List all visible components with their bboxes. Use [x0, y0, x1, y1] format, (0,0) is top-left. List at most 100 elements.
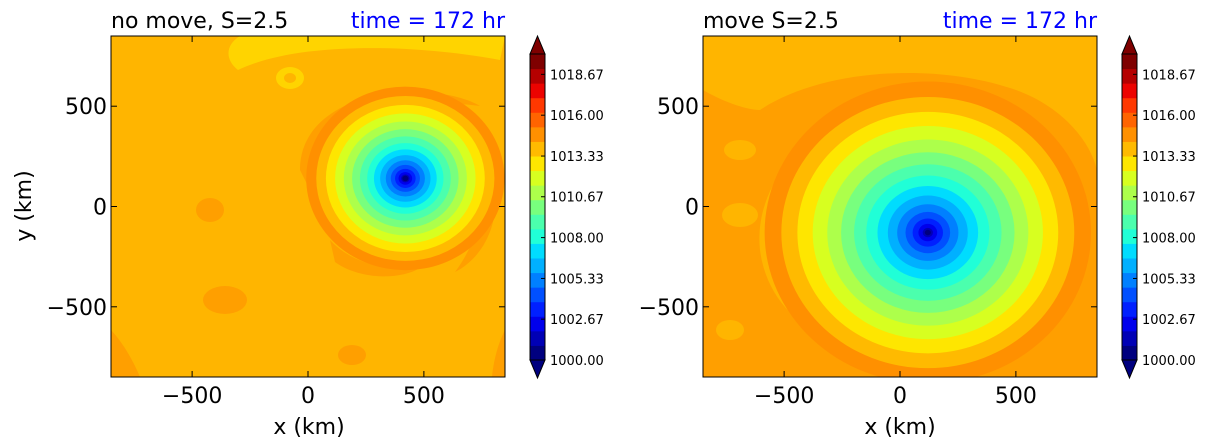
left-xtick-label: −500 — [162, 384, 222, 409]
left-colorbar-segment — [530, 214, 545, 230]
left-spiral-arm-3 — [330, 240, 420, 277]
left-colorbar-segment — [530, 243, 545, 259]
left-colorbar-segment — [530, 170, 545, 186]
right-colorbar-segment — [1122, 330, 1137, 346]
left-colorbar-segment — [530, 97, 545, 113]
right-colorbar-tick-label: 1018.67 — [1142, 68, 1196, 83]
left-patch-a — [196, 198, 224, 222]
right-colorbar-segment — [1122, 272, 1137, 288]
right-colorbar-segment — [1122, 214, 1137, 230]
left-colorbar-segment — [530, 156, 545, 172]
left-corner-patch-2 — [492, 330, 505, 377]
right-colorbar-segment — [1122, 287, 1137, 303]
right-pressure-ring — [924, 229, 931, 236]
right-colorbar-tick-label: 1000.00 — [1142, 354, 1196, 369]
left-upper-patch-core — [284, 73, 296, 83]
left-colorbar-tick-label: 1005.33 — [550, 272, 604, 287]
left-colorbar-segment — [530, 301, 545, 317]
right-patch-b — [722, 203, 758, 227]
left-corner-patch — [111, 330, 140, 377]
left-colorbar-frame — [529, 53, 546, 361]
left-colorbar-segment — [530, 345, 545, 361]
right-chart: −500 0 500 −500 0 500 move S=2.5 time = 172 h… — [639, 9, 1098, 440]
right-colorbar-segment — [1122, 199, 1137, 215]
left-colorbar-segment — [530, 126, 545, 142]
right-colorbar-segment — [1122, 228, 1137, 244]
right-title-right: time = 172 hr — [943, 9, 1098, 34]
left-xtick-label: 500 — [403, 384, 445, 409]
left-xlabel: x (km) — [273, 415, 344, 440]
right-colorbar-tick-label: 1002.67 — [1142, 313, 1196, 328]
right-colorbar-segment — [1122, 316, 1137, 332]
right-patch-c — [716, 320, 744, 340]
right-colorbar-tick-label: 1005.33 — [1142, 272, 1196, 287]
right-xlabel: x (km) — [864, 415, 935, 440]
right-colorbar-segment — [1122, 68, 1137, 84]
right-axis-ticks: −500 0 500 −500 0 500 — [639, 36, 1097, 409]
left-colorbar-extend-top — [529, 34, 546, 55]
left-colorbar-tick-label: 1000.00 — [550, 354, 604, 369]
left-ylabel: y (km) — [12, 170, 37, 241]
left-patch-b — [203, 286, 247, 314]
left-pressure-rings — [306, 86, 505, 271]
left-colorbar-segment — [530, 112, 545, 128]
left-upper-band — [228, 36, 505, 70]
left-colorbar: 1000.00 1002.67 1005.33 1008.00 1010.67 1013.… — [529, 34, 604, 380]
left-colorbar-tick-label: 1013.33 — [550, 150, 604, 165]
left-colorbar-tick-label: 1016.00 — [550, 109, 604, 124]
right-colorbar-segment — [1122, 301, 1137, 317]
right-colorbar-segment — [1122, 97, 1137, 113]
left-colorbar-tick-label: 1010.67 — [550, 191, 604, 206]
right-colorbar-segment — [1122, 54, 1137, 70]
left-axis-ticks: −500 0 500 −500 0 500 — [47, 36, 505, 409]
left-colorbar-segment — [530, 199, 545, 215]
right-ytick-label: 0 — [685, 196, 699, 221]
left-colorbar-segment — [530, 185, 545, 201]
right-colorbar-segment — [1122, 345, 1137, 361]
right-colorbar-tick-label: 1010.67 — [1142, 191, 1196, 206]
left-ytick-label: 500 — [65, 95, 107, 120]
right-xtick-label: −500 — [754, 384, 814, 409]
left-title-left: no move, S=2.5 — [111, 9, 288, 34]
right-patch-a — [724, 140, 756, 160]
left-colorbar-segment — [530, 83, 545, 99]
left-colorbar-segment — [530, 141, 545, 157]
left-colorbar-segment — [530, 68, 545, 84]
left-xtick-label: 0 — [301, 384, 315, 409]
left-title-right: time = 172 hr — [351, 9, 506, 34]
left-colorbar-segment — [530, 330, 545, 346]
right-ytick-label: −500 — [639, 296, 699, 321]
right-colorbar-segment — [1122, 141, 1137, 157]
right-colorbar-segment — [1122, 170, 1137, 186]
right-colorbar-tick-label: 1008.00 — [1142, 232, 1196, 247]
right-colorbar-extend-bottom — [1121, 359, 1138, 380]
right-plot-area — [703, 36, 1097, 377]
left-pressure-ring — [402, 175, 409, 182]
right-colorbar: 1000.00 1002.67 1005.33 1008.00 1010.67 1013.… — [1121, 34, 1196, 380]
right-pressure-rings — [764, 81, 1091, 377]
right-colorbar-extend-top — [1121, 34, 1138, 55]
right-title-left: move S=2.5 — [703, 9, 839, 34]
right-ytick-label: 500 — [657, 95, 699, 120]
left-colorbar-segment — [530, 54, 545, 70]
right-colorbar-segment — [1122, 156, 1137, 172]
right-colorbar-frame — [1121, 53, 1138, 361]
right-colorbar-tick-label: 1013.33 — [1142, 150, 1196, 165]
right-colorbar-segment — [1122, 258, 1137, 274]
left-ytick-label: −500 — [47, 296, 107, 321]
right-colorbar-segment — [1122, 126, 1137, 142]
right-xtick-label: 500 — [995, 384, 1037, 409]
right-xtick-label: 0 — [893, 384, 907, 409]
left-ytick-label: 0 — [93, 196, 107, 221]
right-colorbar-segment — [1122, 112, 1137, 128]
right-colorbar-segment — [1122, 83, 1137, 99]
left-plot-area — [111, 36, 505, 377]
right-colorbar-segment — [1122, 185, 1137, 201]
left-colorbar-segment — [530, 316, 545, 332]
left-colorbar-tick-label: 1018.67 — [550, 68, 604, 83]
left-colorbar-segment — [530, 228, 545, 244]
left-colorbar-segment — [530, 287, 545, 303]
left-colorbar-segment — [530, 272, 545, 288]
left-patch-c — [338, 345, 366, 365]
